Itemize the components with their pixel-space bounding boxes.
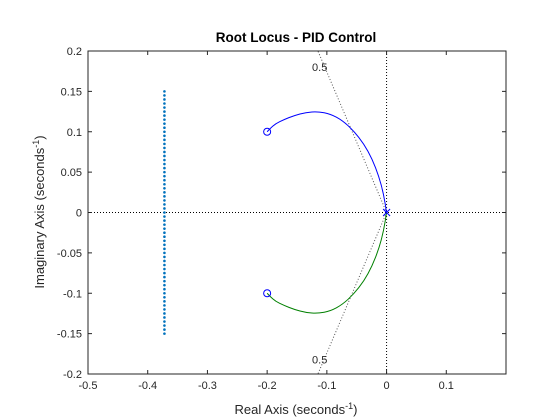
gain-dot-marker — [163, 300, 166, 303]
gain-dot-marker — [163, 304, 166, 307]
gain-dot-marker — [163, 308, 166, 311]
gain-dot-marker — [163, 179, 166, 182]
chart-title: Root Locus - PID Control — [216, 30, 376, 45]
gain-dot-marker — [163, 183, 166, 186]
gain-dot-marker — [163, 143, 166, 146]
gain-dot-marker — [163, 207, 166, 210]
y-tick-label: -0.05 — [57, 248, 82, 260]
x-tick-label: -0.4 — [138, 380, 157, 392]
gain-dot-marker — [163, 288, 166, 291]
damping-label: 0.5 — [312, 62, 327, 74]
gain-dot-marker — [163, 134, 166, 137]
gain-dot-marker — [163, 223, 166, 226]
gain-dot-marker — [163, 195, 166, 198]
damping-label: 0.5 — [312, 354, 327, 366]
gain-dot-marker — [163, 167, 166, 170]
gain-dot-marker — [163, 102, 166, 105]
gain-dot-marker — [163, 110, 166, 113]
gain-dot-marker — [163, 248, 166, 251]
gain-dot-marker — [163, 175, 166, 178]
y-tick-label: -0.15 — [57, 329, 82, 341]
y-tick-label: 0.1 — [67, 127, 82, 139]
gain-dot-marker — [163, 171, 166, 174]
plot-area — [88, 51, 506, 374]
gain-dot-marker — [163, 215, 166, 218]
gain-dot-marker — [163, 328, 166, 331]
y-tick-label: 0.15 — [61, 86, 82, 98]
gain-dot-marker — [163, 332, 166, 335]
x-tick-label: 0 — [384, 380, 390, 392]
gain-dot-marker — [163, 292, 166, 295]
gain-dot-marker — [163, 244, 166, 247]
gain-dot-marker — [163, 159, 166, 162]
gain-dot-marker — [163, 264, 166, 267]
gain-dot-marker — [163, 256, 166, 259]
y-tick-label: 0.05 — [61, 167, 82, 179]
x-tick-label: -0.5 — [79, 380, 98, 392]
gain-dot-marker — [163, 260, 166, 263]
gain-dot-marker — [163, 155, 166, 158]
x-tick-label: 0.1 — [439, 380, 454, 392]
gain-dot-marker — [163, 114, 166, 117]
y-tick-label: 0 — [76, 208, 82, 220]
gain-dot-marker — [163, 163, 166, 166]
gain-dot-marker — [163, 235, 166, 238]
gain-dot-marker — [163, 191, 166, 194]
gain-dot-marker — [163, 147, 166, 150]
gain-dot-marker — [163, 187, 166, 190]
gain-dot-marker — [163, 316, 166, 319]
gain-dot-marker — [163, 151, 166, 154]
gain-dot-marker — [163, 268, 166, 271]
gain-dot-marker — [163, 320, 166, 323]
gain-dot-marker — [163, 203, 166, 206]
gain-dot-marker — [163, 284, 166, 287]
x-tick-label: -0.1 — [317, 380, 336, 392]
gain-dot-marker — [163, 252, 166, 255]
y-tick-label: -0.2 — [63, 369, 82, 381]
gain-dot-marker — [163, 98, 166, 101]
gain-dot-marker — [163, 94, 166, 97]
gain-dot-marker — [163, 324, 166, 327]
gain-dot-marker — [163, 90, 166, 93]
gain-dot-marker — [163, 122, 166, 125]
gain-dot-marker — [163, 272, 166, 275]
gain-dot-marker — [163, 280, 166, 283]
x-axis-label: Real Axis (seconds-1) — [235, 401, 358, 417]
gain-dot-marker — [163, 276, 166, 279]
gain-dot-marker — [163, 296, 166, 299]
gain-dot-marker — [163, 130, 166, 133]
gain-dot-marker — [163, 199, 166, 202]
x-tick-label: -0.2 — [258, 380, 277, 392]
y-tick-label: -0.1 — [63, 288, 82, 300]
gain-dot-marker — [163, 312, 166, 315]
gain-dot-marker — [163, 139, 166, 142]
gain-dot-marker — [163, 219, 166, 222]
y-axis-label: Imaginary Axis (seconds-1) — [31, 135, 47, 288]
y-tick-label: 0.2 — [67, 46, 82, 58]
gain-dot-marker — [163, 211, 166, 214]
gain-dot-marker — [163, 227, 166, 230]
gain-dot-marker — [163, 239, 166, 242]
gain-dot-marker — [163, 106, 166, 109]
x-tick-label: -0.3 — [198, 380, 217, 392]
gain-dot-marker — [163, 126, 166, 129]
gain-dot-marker — [163, 118, 166, 121]
gain-dot-marker — [163, 231, 166, 234]
